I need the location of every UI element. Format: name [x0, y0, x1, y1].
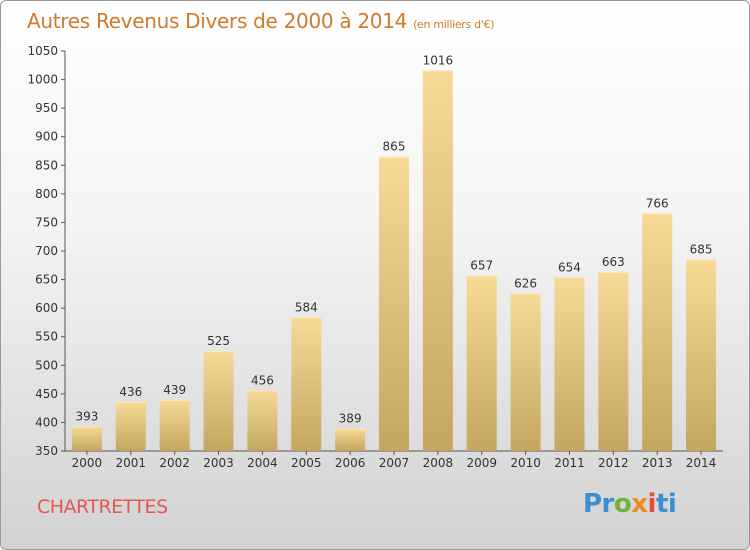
bar-value-label: 389: [339, 412, 362, 426]
y-tick-label: 400: [35, 415, 58, 429]
x-tick-label: 2007: [379, 456, 410, 470]
y-tick-label: 750: [35, 215, 58, 229]
bar: [686, 259, 717, 451]
brand-logo-part: o: [613, 489, 632, 519]
bar-value-label: 1016: [423, 53, 454, 67]
chart-bars: [71, 70, 717, 451]
y-tick-label: 800: [35, 187, 58, 201]
x-tick-label: 2000: [72, 456, 103, 470]
bar: [203, 351, 234, 451]
chart-title: Autres Revenus Divers de 2000 à 2014 (en …: [27, 9, 495, 33]
y-tick-label: 1050: [27, 44, 58, 58]
bar-value-label: 865: [383, 140, 406, 154]
x-tick-label: 2003: [203, 456, 234, 470]
x-tick-label: 2002: [159, 456, 190, 470]
y-tick-label: 450: [35, 387, 58, 401]
x-tick-label: 2006: [335, 456, 366, 470]
bar-value-label: 436: [119, 385, 142, 399]
bar-value-label: 657: [470, 259, 493, 273]
x-tick-label: 2012: [598, 456, 629, 470]
y-tick-label: 950: [35, 101, 58, 115]
bar-value-label: 766: [646, 196, 669, 210]
chart-subtitle: (en milliers d'€): [413, 18, 495, 31]
bar-value-label: 393: [75, 409, 98, 423]
bar-value-label: 663: [602, 255, 625, 269]
bar: [115, 401, 146, 451]
y-tick-label: 1000: [27, 73, 58, 87]
bar: [291, 317, 322, 451]
x-tick-label: 2011: [554, 456, 585, 470]
y-tick-label: 500: [35, 358, 58, 372]
bar: [510, 293, 541, 451]
x-tick-label: 2001: [116, 456, 147, 470]
bar: [554, 277, 585, 451]
y-tick-label: 550: [35, 330, 58, 344]
brand-logo-part: ti: [655, 489, 677, 519]
bar: [422, 70, 453, 451]
bar-value-label: 685: [690, 243, 713, 257]
chart-axes: 350 400 450 500 550 600 650 700 750 800 850 900 950 1…: [27, 44, 723, 470]
y-tick-label: 850: [35, 158, 58, 172]
y-tick-label: 900: [35, 130, 58, 144]
brand-logo-part: x: [631, 489, 648, 519]
town-name: CHARTRETTES: [37, 496, 168, 518]
x-tick-label: 2013: [642, 456, 673, 470]
bar: [466, 275, 497, 451]
x-tick-label: 2004: [247, 456, 278, 470]
x-tick-label: 2014: [686, 456, 717, 470]
x-tick-label: 2009: [466, 456, 497, 470]
bar: [247, 390, 278, 451]
x-tick-label: 2005: [291, 456, 322, 470]
bar-value-label: 456: [251, 373, 274, 387]
y-tick-label: 700: [35, 244, 58, 258]
bar: [598, 272, 629, 451]
brand-logo-part: i: [647, 489, 657, 519]
bar-value-label: 525: [207, 334, 230, 348]
chart-data-labels: 393 436 439 525 456 584 389 865 1016 657 626 654 663…: [75, 53, 712, 425]
bar-value-label: 654: [558, 260, 581, 274]
bar-value-label: 626: [514, 276, 537, 290]
chart-title-text: Autres Revenus Divers de 2000 à 2014: [27, 9, 408, 33]
bar: [159, 400, 190, 451]
x-tick-label: 2008: [423, 456, 454, 470]
y-tick-label: 350: [35, 444, 58, 458]
bar: [642, 213, 673, 451]
x-tick-label: 2010: [510, 456, 541, 470]
brand-logo: Proxiti: [583, 489, 677, 519]
brand-logo-part: Pr: [583, 489, 614, 519]
bar: [335, 428, 366, 451]
bar-value-label: 584: [295, 300, 318, 314]
bar-value-label: 439: [163, 383, 186, 397]
y-tick-label: 650: [35, 273, 58, 287]
bar: [379, 156, 409, 451]
bar: [71, 426, 102, 451]
y-tick-label: 600: [35, 301, 58, 315]
